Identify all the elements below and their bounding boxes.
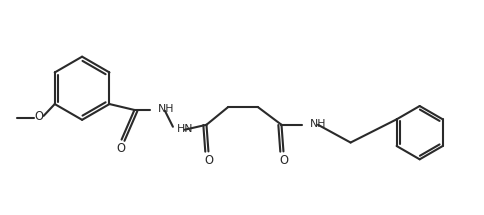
Text: O: O <box>278 154 287 167</box>
Text: NH: NH <box>158 104 174 114</box>
Text: O: O <box>116 142 125 155</box>
Text: NH: NH <box>309 119 326 129</box>
Text: O: O <box>34 110 43 123</box>
Text: O: O <box>204 154 212 167</box>
Text: HN: HN <box>177 124 193 134</box>
